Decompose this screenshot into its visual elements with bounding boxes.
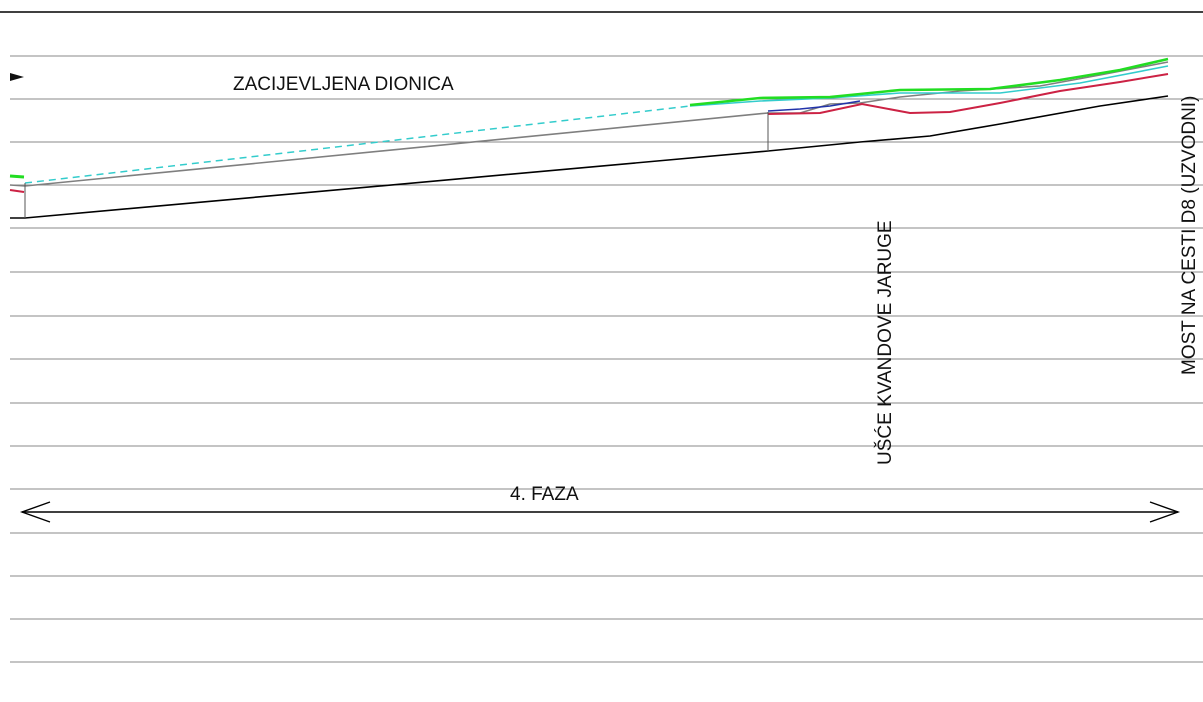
culverted-section-label: ZACIJEVLJENA DIONICA	[233, 74, 454, 95]
water-level-cyan	[689, 65, 1169, 107]
bridge-label: MOST NA CESTI D8 (UZVODNI)	[1179, 96, 1200, 375]
design-line	[9, 61, 1169, 187]
water-level-red-left	[9, 189, 25, 193]
water-level-dashed	[24, 105, 691, 184]
phase-arrow-left	[19, 501, 51, 523]
phase-label: 4. FAZA	[510, 484, 579, 505]
phase-dimension	[19, 501, 1181, 523]
water-level-green-left	[9, 174, 25, 179]
water-level-red	[767, 73, 1169, 115]
phase-arrow-right	[1149, 501, 1181, 523]
water-level-blue	[767, 100, 861, 112]
confluence-label: UŠĆE KVANDOVE JARUGE	[874, 220, 896, 465]
water-level-green	[689, 57, 1169, 107]
left-edge-arrowhead	[10, 73, 24, 81]
grid-lines	[10, 55, 1203, 663]
river-bed-line	[10, 95, 1169, 219]
